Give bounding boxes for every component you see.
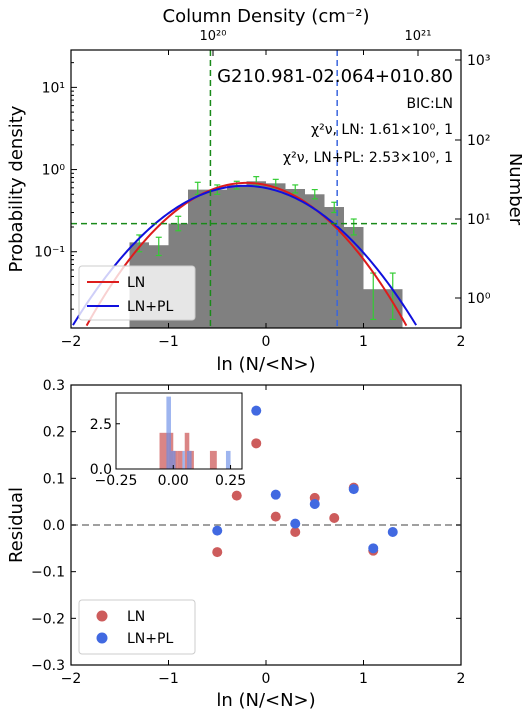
legend-marker-ln [96,610,108,622]
inset-x-tick-label: −0.25 [95,473,138,489]
residual-point-ln [290,527,301,537]
inset-bars [159,396,231,469]
histogram-bar [324,207,344,328]
y-tick-label: 0.3 [43,378,65,394]
histogram-bar [246,181,266,328]
x-tick-label: 1 [359,671,368,687]
inset-bar-lnpl [170,450,176,469]
x-tick-label: 0 [262,334,271,350]
y-tick-label: −0.1 [31,565,65,581]
fit-curves [72,181,418,327]
inset-frame [115,392,243,470]
x-axis-label-top-panel: ln (N/<N>) [216,354,315,375]
y-tick-label: 10¹ [42,80,65,96]
inset-y-tick-label: 2.5 [90,417,112,433]
residual-point-ln [251,438,262,449]
residual-points [212,405,398,558]
inset-histogram: −0.25 0.00 0.25 0.0 2.5 [90,392,246,489]
y-tick-label: 0.1 [43,471,65,487]
x-tick-label: 2 [457,671,466,687]
y-axis-label-left: Probability density [6,105,27,272]
inset-bar-ln [177,450,183,469]
top-axis-label: Column Density (cm⁻²) [163,6,370,27]
bottom-legend: LN LN+PL [78,599,196,655]
y-tick-label: 0.0 [43,518,65,534]
inset-bar-lnpl [166,396,171,469]
legend-label-lnpl-residual: LN+PL [127,631,173,647]
top-axis-ticks: −2 −1 0 1 2 10⁻¹ 10⁰ 10¹ 10⁰ 10¹ 10² 10³ 10²⁰ 10²¹ [34,29,491,350]
residual-point-ln [212,547,223,558]
histogram-bar [266,183,286,328]
y-tick-label: −0.3 [31,658,65,674]
residual-point-lnpl [348,484,359,495]
residual-point-ln [231,490,242,501]
legend-label-ln: LN [127,275,145,291]
y2-tick-label: 10⁰ [467,291,491,307]
top-legend: LN LN+PL [78,265,196,321]
residual-point-ln [329,513,340,523]
residual-point-lnpl [368,543,379,554]
chi2-ln-annotation: χ²ν, LN: 1.61×10⁰, 1 [311,122,453,138]
top-panel: −2 −1 0 1 2 10⁻¹ 10⁰ 10¹ 10⁰ 10¹ 10² 10³ 10²⁰ 10²¹ Co… [6,6,522,375]
residual-axis-label: Residual [6,487,27,563]
residual-point-lnpl [387,527,398,537]
chi2-lnpl-annotation: χ²ν, LN+PL: 2.53×10⁰, 1 [283,150,453,166]
inset-ticks: −0.25 0.00 0.25 0.0 2.5 [90,417,246,489]
bottom-panel: −2 −1 0 1 2 −0.3 −0.2 −0.1 0.0 0.1 0.2 0.3 ln (N/<N… [6,378,465,711]
histogram-bar [305,194,325,328]
histogram [129,181,403,328]
x-tick-label: −2 [61,334,82,350]
histogram-bar [285,188,305,328]
bottom-legend-box [78,599,196,655]
top-tick-label: 10²⁰ [200,29,227,44]
x-tick-label: −1 [158,334,179,350]
y-tick-label: 10⁰ [42,163,66,179]
fit-curve-lnpl [72,184,418,326]
reference-lines [71,50,461,328]
inset-bar-lnpl [225,450,231,469]
x-tick-label: −2 [61,671,82,687]
histogram-bar [227,184,247,328]
residual-point-ln [270,511,281,522]
inset-x-tick-label: 0.00 [158,473,189,489]
y2-tick-label: 10¹ [467,212,490,228]
x-tick-label: 1 [359,334,368,350]
x-tick-label: −1 [158,671,179,687]
top-tick-label: 10²¹ [405,29,432,44]
bic-annotation: BIC:LN [407,96,454,112]
legend-label-ln-residual: LN [127,609,145,625]
x-tick-label: 0 [262,671,271,687]
inset-bar-lnpl [187,450,192,469]
residual-point-lnpl [212,525,223,536]
y-tick-label: 10⁻¹ [34,245,65,261]
legend-label-lnpl: LN+PL [127,299,173,315]
x-tick-label: 2 [457,334,466,350]
inset-x-tick-label: 0.25 [215,473,246,489]
bottom-axis-ticks: −2 −1 0 1 2 −0.3 −0.2 −0.1 0.0 0.1 0.2 0.3 [31,378,465,687]
y-axis-label-right: Number [505,153,522,226]
residual-point-lnpl [270,489,281,500]
y2-tick-label: 10² [467,133,490,149]
fit-curve-ln [85,181,408,327]
y-tick-label: 0.2 [43,425,65,441]
y-tick-label: −0.2 [31,611,65,627]
x-axis-label-bottom-panel: ln (N/<N>) [216,690,315,711]
residual-point-lnpl [251,405,262,416]
legend-marker-lnpl [96,632,108,644]
inset-bar-ln [209,450,217,469]
inset-y-tick-label: 0.0 [90,462,112,478]
inset-bar-lnpl [182,450,185,469]
y2-tick-label: 10³ [467,53,490,69]
residual-point-lnpl [309,499,320,509]
chart-title: G210.981-02.064+010.80 [217,66,453,87]
residual-point-lnpl [290,518,301,529]
inset-bar-ln [159,432,169,469]
